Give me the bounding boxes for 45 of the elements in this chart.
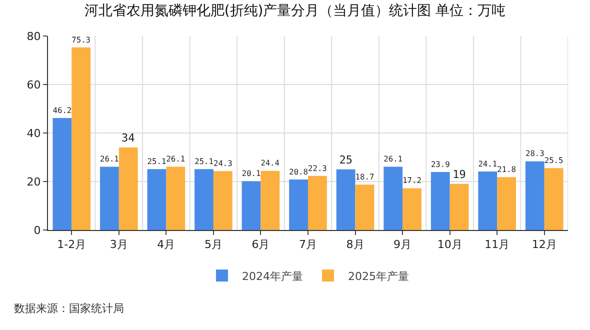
- bar: [118, 148, 138, 230]
- x-tick-label: 1-2月: [57, 238, 86, 252]
- bar: [497, 177, 516, 230]
- bar: [72, 47, 91, 230]
- bar: [100, 166, 119, 230]
- x-tick-label: 5月: [204, 238, 222, 252]
- chart-title: 河北省农用氮磷钾化肥(折纯)产量分月（当月值）统计图 单位：万吨: [84, 2, 506, 19]
- source-note: 数据来源：国家统计局: [14, 302, 124, 315]
- bar: [289, 180, 308, 230]
- bar: [450, 184, 469, 230]
- x-tick-label: 8月: [346, 238, 364, 252]
- bar: [242, 181, 261, 230]
- bar: [213, 171, 232, 230]
- y-tick-label: 60: [26, 78, 41, 92]
- bar: [147, 169, 166, 230]
- data-label: 34: [122, 132, 136, 145]
- legend-label: 2025年产量: [348, 270, 409, 283]
- bar: [166, 166, 186, 230]
- bar: [402, 188, 422, 230]
- bar: [430, 172, 450, 230]
- data-label: 19: [452, 168, 466, 181]
- bar: [525, 161, 544, 230]
- y-tick-label: 0: [34, 224, 41, 237]
- x-tick-label: 10月: [437, 238, 462, 252]
- x-tick-label: 4月: [157, 238, 176, 252]
- bar: [355, 184, 374, 230]
- bar: [544, 168, 564, 230]
- x-tick-label: 6月: [252, 238, 270, 252]
- bar: [384, 166, 403, 230]
- bar: [194, 169, 214, 230]
- bar: [478, 172, 498, 230]
- x-tick-label: 11月: [484, 238, 510, 252]
- bar: [52, 118, 72, 230]
- bar: [260, 170, 280, 230]
- legend-label: 2024年产量: [242, 270, 303, 283]
- x-tick-label: 3月: [110, 238, 128, 252]
- bar: [308, 176, 327, 230]
- bar: [336, 169, 356, 230]
- x-tick-label: 7月: [299, 238, 317, 252]
- y-tick-label: 40: [26, 126, 41, 140]
- data-label: 25: [339, 153, 352, 166]
- y-tick-label: 20: [26, 175, 41, 188]
- x-tick-label: 12月: [532, 238, 557, 252]
- x-tick-label: 9月: [394, 238, 412, 252]
- y-tick-label: 80: [26, 30, 41, 43]
